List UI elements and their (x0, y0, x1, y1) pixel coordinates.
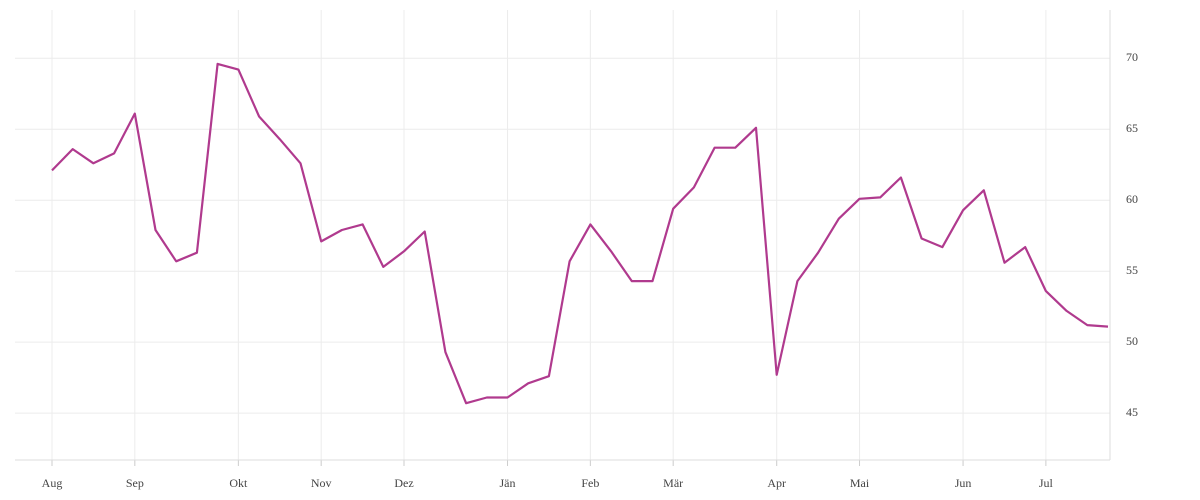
y-tick-label: 70 (1126, 50, 1138, 64)
x-tick-label: Sep (126, 476, 144, 490)
data-line (51, 62, 1109, 405)
x-tick-label: Jun (955, 476, 972, 490)
x-tick-label: Mai (850, 476, 870, 490)
x-tick-label: Jul (1039, 476, 1054, 490)
x-tick-label: Okt (229, 476, 248, 490)
y-tick-label: 45 (1126, 405, 1138, 419)
y-tick-label: 50 (1126, 334, 1138, 348)
y-tick-label: 65 (1126, 121, 1138, 135)
x-tick-label: Jän (500, 476, 516, 490)
x-tick-label: Nov (311, 476, 332, 490)
x-tick-label: Aug (42, 476, 63, 490)
y-tick-label: 60 (1126, 192, 1138, 206)
x-tick-label: Feb (581, 476, 599, 490)
x-tick-label: Mär (663, 476, 683, 490)
x-tick-label: Apr (767, 476, 786, 490)
y-tick-label: 55 (1126, 263, 1138, 277)
x-tick-label: Dez (394, 476, 413, 490)
